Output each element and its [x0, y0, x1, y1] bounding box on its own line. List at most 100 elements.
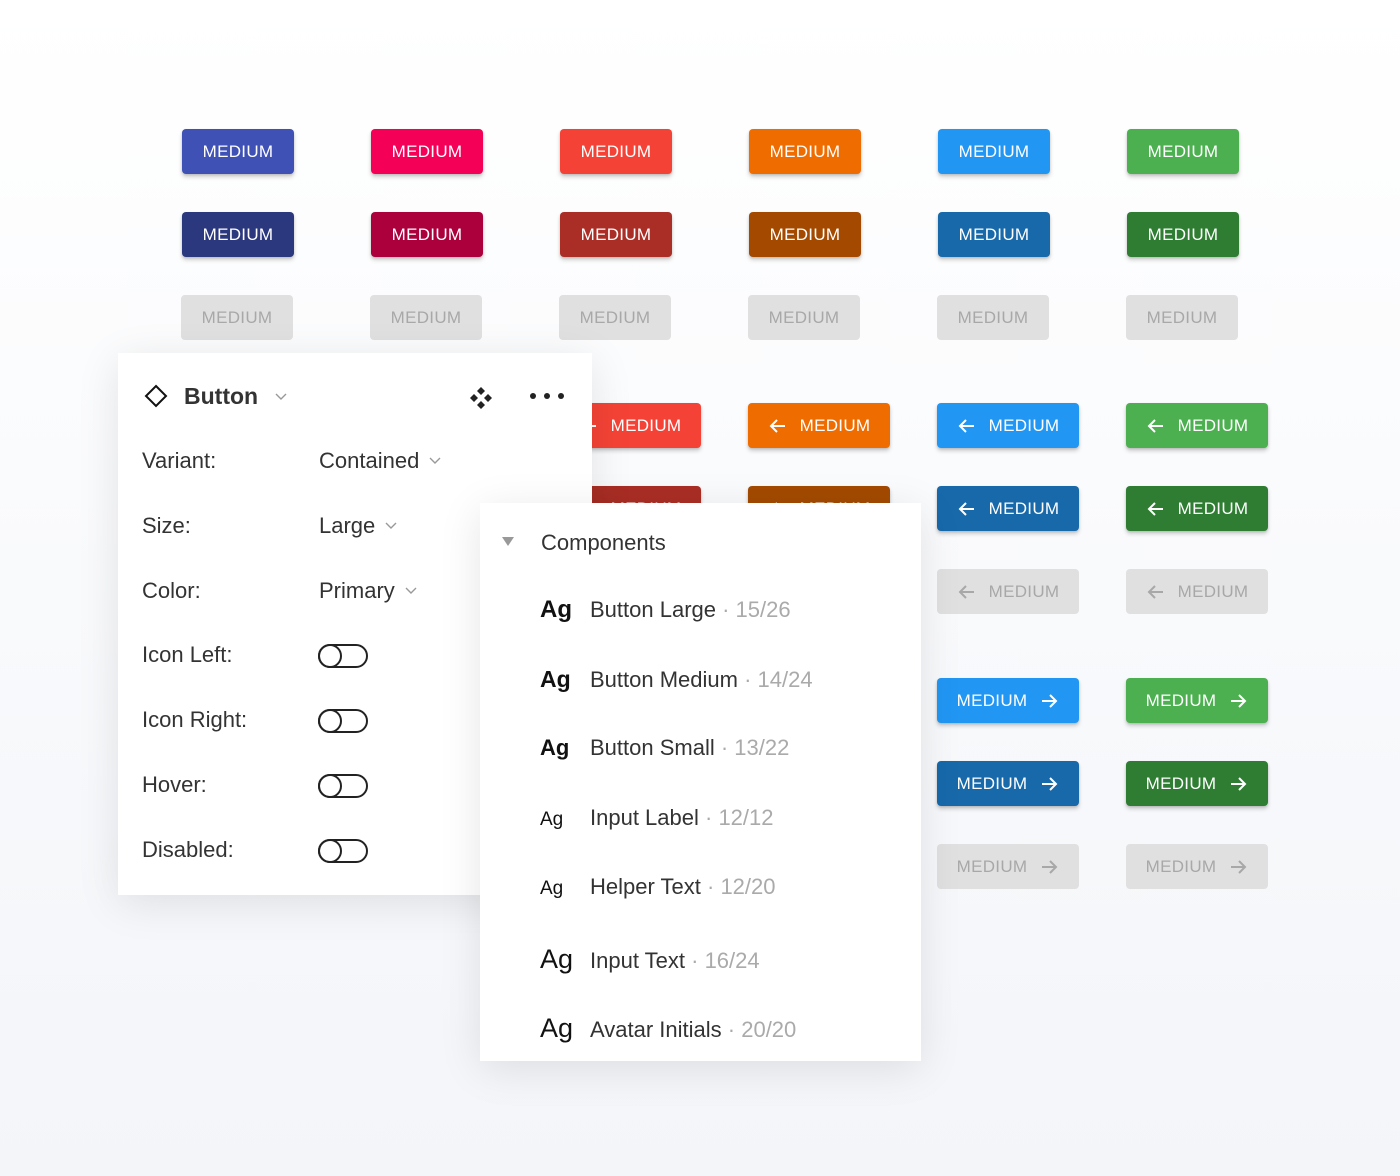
arrow-left-icon [1147, 418, 1163, 433]
button-label: MEDIUM [956, 856, 1028, 876]
button-label: MEDIUM [580, 141, 652, 161]
toggle-label: Hover: [142, 772, 207, 797]
medium-button[interactable]: MEDIUM [560, 212, 672, 257]
medium-button[interactable]: MEDIUM [371, 212, 483, 257]
disabled-medium-button[interactable]: MEDIUM [937, 295, 1049, 340]
disabled-toggle[interactable] [318, 839, 368, 863]
medium-button[interactable]: MEDIUM [748, 403, 890, 448]
disabled-medium-button[interactable]: MEDIUM [181, 295, 293, 340]
icon-right-toggle[interactable] [318, 709, 368, 733]
arrow-left-icon [769, 418, 785, 433]
medium-button[interactable]: MEDIUM [938, 129, 1050, 174]
button-label: MEDIUM [956, 690, 1028, 710]
medium-button[interactable]: MEDIUM [182, 212, 294, 257]
medium-button[interactable]: MEDIUM [1126, 678, 1268, 723]
component-meta: · 16/24 [691, 947, 760, 973]
component-list-item[interactable]: Ag Input Text · 16/24 [540, 944, 760, 975]
variant-dropdown[interactable]: Contained [319, 448, 441, 474]
type-sample: Ag [540, 878, 564, 899]
button-label: MEDIUM [1145, 690, 1217, 710]
button-label: MEDIUM [580, 224, 652, 244]
button-label: MEDIUM [1177, 415, 1249, 435]
component-meta: · 12/12 [705, 804, 774, 830]
medium-button[interactable]: MEDIUM [937, 678, 1079, 723]
component-name: Input Text [590, 947, 685, 973]
button-label: MEDIUM [769, 141, 841, 161]
arrow-left-icon [1147, 501, 1163, 516]
component-diamond-icon [144, 384, 168, 408]
component-list-item[interactable]: Ag Button Medium · 14/24 [540, 666, 813, 693]
disabled-medium-button[interactable]: MEDIUM [748, 295, 860, 340]
button-label: MEDIUM [201, 307, 273, 327]
button-label: MEDIUM [202, 141, 274, 161]
more-options-icon[interactable] [529, 392, 565, 400]
disabled-medium-button[interactable]: MEDIUM [1126, 295, 1238, 340]
type-sample: Ag [540, 1013, 574, 1043]
component-meta: · 12/20 [707, 874, 776, 899]
button-label: MEDIUM [988, 415, 1060, 435]
size-dropdown[interactable]: Large [319, 513, 397, 539]
button-label: MEDIUM [1145, 773, 1217, 793]
button-label: MEDIUM [391, 224, 463, 244]
arrow-left-icon [958, 584, 974, 599]
button-label: MEDIUM [610, 415, 682, 435]
toggle-label: Disabled: [142, 837, 234, 862]
medium-button[interactable]: MEDIUM [938, 212, 1050, 257]
medium-button[interactable]: MEDIUM [937, 403, 1079, 448]
collapse-triangle-icon[interactable] [502, 537, 514, 547]
medium-button[interactable]: MEDIUM [1127, 212, 1239, 257]
hover-toggle[interactable] [318, 774, 368, 798]
button-label: MEDIUM [768, 307, 840, 327]
medium-button[interactable]: MEDIUM [937, 486, 1079, 531]
medium-button[interactable]: MEDIUM [371, 129, 483, 174]
medium-button[interactable]: MEDIUM [1126, 486, 1268, 531]
type-sample: Ag [540, 665, 571, 692]
button-label: MEDIUM [1177, 581, 1249, 601]
arrow-left-icon [1147, 584, 1163, 599]
toggle-label: Icon Right: [142, 707, 248, 732]
field-label: Variant: [142, 448, 217, 473]
component-list-item[interactable]: Ag Button Large · 15/26 [540, 596, 791, 624]
chevron-down-icon[interactable] [275, 393, 287, 401]
component-instance-icon[interactable] [469, 386, 493, 410]
icon-left-toggle[interactable] [318, 644, 368, 668]
components-panel: Components Ag Button Large · 15/26 Ag Butto… [480, 503, 921, 1061]
medium-button[interactable]: MEDIUM [1126, 403, 1268, 448]
button-label: MEDIUM [390, 307, 462, 327]
dropdown-value: Large [319, 513, 376, 538]
button-label: MEDIUM [1146, 307, 1218, 327]
disabled-medium-button[interactable]: MEDIUM [1126, 569, 1268, 614]
medium-button[interactable]: MEDIUM [560, 129, 672, 174]
medium-button[interactable]: MEDIUM [937, 761, 1079, 806]
disabled-medium-button[interactable]: MEDIUM [559, 295, 671, 340]
button-label: MEDIUM [391, 141, 463, 161]
medium-button[interactable]: MEDIUM [182, 129, 294, 174]
properties-panel: Button Variant: Contained Size: Large Colo… [118, 353, 592, 895]
arrow-right-icon [1231, 776, 1247, 791]
chevron-down-icon [429, 457, 441, 464]
component-name: Input Label [590, 804, 699, 830]
disabled-medium-button[interactable]: MEDIUM [937, 569, 1079, 614]
medium-button[interactable]: MEDIUM [1127, 129, 1239, 174]
component-name: Button Small [590, 735, 715, 760]
disabled-medium-button[interactable]: MEDIUM [370, 295, 482, 340]
dropdown-value: Contained [319, 448, 420, 473]
button-label: MEDIUM [958, 224, 1030, 244]
component-list-item[interactable]: Ag Helper Text · 12/20 [540, 874, 776, 900]
medium-button[interactable]: MEDIUM [749, 212, 861, 257]
component-list-item[interactable]: Ag Input Label · 12/12 [540, 805, 774, 831]
disabled-medium-button[interactable]: MEDIUM [1126, 844, 1268, 889]
button-label: MEDIUM [769, 224, 841, 244]
button-label: MEDIUM [579, 307, 651, 327]
color-dropdown[interactable]: Primary [319, 578, 417, 604]
component-list-item[interactable]: Ag Button Small · 13/22 [540, 735, 789, 761]
arrow-right-icon [1042, 859, 1058, 874]
button-label: MEDIUM [1177, 498, 1249, 518]
button-label: MEDIUM [1145, 856, 1217, 876]
component-list-item[interactable]: Ag Avatar Initials · 20/20 [540, 1013, 796, 1044]
toggle-label: Icon Left: [142, 642, 233, 667]
button-label: MEDIUM [988, 498, 1060, 518]
medium-button[interactable]: MEDIUM [1126, 761, 1268, 806]
disabled-medium-button[interactable]: MEDIUM [937, 844, 1079, 889]
medium-button[interactable]: MEDIUM [749, 129, 861, 174]
